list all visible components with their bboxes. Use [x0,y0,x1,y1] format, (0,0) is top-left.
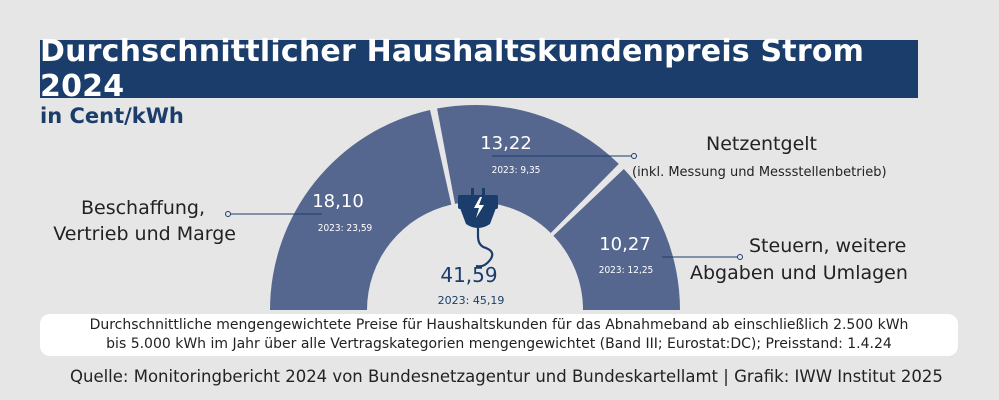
footnote-line: Durchschnittliche mengengewichtete Preis… [89,317,909,333]
gauge-chart: 18,10 2023: 23,59 13,22 2023: 9,35 10,27… [53,105,908,310]
segment-value-procurement: 18,10 [312,191,364,212]
label-taxes-line2: Abgaben und Umlagen [690,262,908,284]
leader-grid [492,153,637,159]
chart-title: Durchschnittlicher Haushaltskundenpreis … [40,34,865,104]
segment-value-taxes: 10,27 [599,234,651,255]
segment-prev-procurement: 2023: 23,59 [318,223,373,234]
gauge-segments [270,105,680,310]
title-bar: Durchschnittlicher Haushaltskundenpreis … [40,34,918,104]
segment-prev-grid: 2023: 9,35 [492,165,541,176]
segment-value-grid: 13,22 [480,133,532,154]
footnote: Durchschnittliche mengengewichtete Preis… [40,314,958,356]
total-value: 41,59 [440,263,497,287]
label-taxes-line1: Steuern, weitere [749,235,906,257]
gauge-segment-taxes [553,169,680,310]
leader-taxes [662,254,743,260]
label-procurement-line1: Beschaffung, [81,197,205,219]
gauge-segment-procurement [270,109,452,310]
label-grid-note: (inkl. Messung und Messstellenbetrieb) [632,165,887,180]
source-credit: Quelle: Monitoringbericht 2024 von Bunde… [70,367,943,386]
total-prev: 2023: 45,19 [438,294,505,307]
label-grid-line1: Netzentgelt [706,133,817,155]
plug-icon [458,188,498,268]
label-procurement-line2: Vertrieb und Marge [53,223,236,245]
leader-procurement [225,211,322,217]
segment-prev-taxes: 2023: 12,25 [599,265,654,276]
footnote-line: bis 5.000 kWh im Jahr über alle Vertrags… [106,336,892,352]
unit-label: in Cent/kWh [40,104,184,128]
